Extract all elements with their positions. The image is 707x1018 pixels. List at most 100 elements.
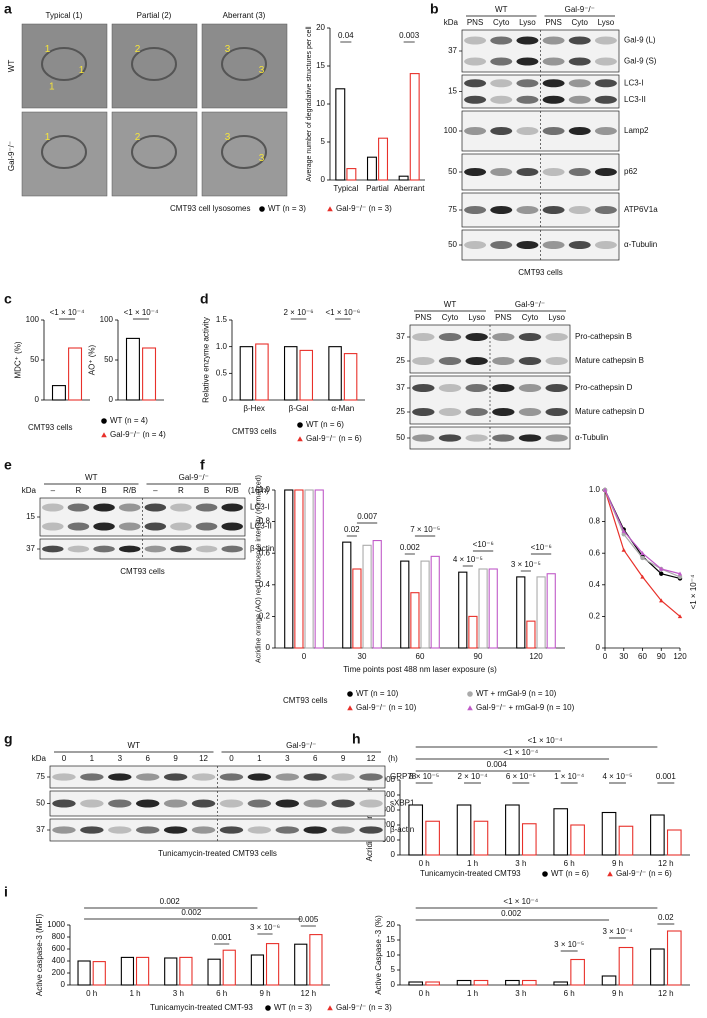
bar [505,804,520,856]
annotation: <10⁻⁶ [473,540,494,549]
band [412,434,435,442]
micrograph [111,111,198,197]
band [542,127,565,135]
y-axis-label: AO⁺ (%) [88,344,97,375]
y-tick-label: 1.5 [216,315,228,324]
column-label: Aberrant (3) [223,11,266,20]
band-label: LC3-I [250,503,270,512]
bar [309,934,323,986]
bar [179,956,193,986]
lane-label: PNS [415,313,431,322]
point [677,571,683,576]
x-tick-label: 0 h [86,989,97,998]
band [163,773,188,781]
annotation: 2 × 10⁻⁶ [284,308,314,317]
x-tick-label: 12 h [658,859,674,868]
lane-label: 9 [173,754,178,763]
band [542,79,565,88]
panel-letter: c [4,291,12,307]
y-tick-label: 20 [316,23,325,32]
bar [77,960,91,986]
band-label: ATP6V1a [624,205,658,214]
group-label: Gal-9⁻/⁻ [565,5,595,14]
y-tick-label: 1.0 [589,485,601,494]
bar [284,489,294,649]
y-axis-label: Acridine orange intensity [365,774,374,862]
band-label: Pro-cathepsin B [575,332,632,341]
bar [398,175,409,181]
band [118,545,141,553]
band [568,127,591,135]
marker-label: 100 [444,126,458,135]
band [135,773,160,781]
band [247,773,272,781]
bar [328,346,342,401]
band [331,826,355,834]
y-tick-label: 0.6 [259,548,271,557]
point [677,574,683,580]
marker-label: 50 [448,167,457,176]
bar [553,981,569,986]
bar [458,571,468,649]
band [542,95,565,104]
blot-caption: Tunicamycin-treated CMT93 cells [158,849,277,858]
y-tick-label: 1200 [377,820,395,829]
band-label: sXBP1 [390,799,415,808]
band-label: GRP78 [390,772,417,781]
band [135,799,160,808]
x-tick-label: 3 h [173,989,184,998]
organelle [131,47,177,81]
x-tick-label: 6 h [564,989,575,998]
y-tick-label: 0.2 [259,612,271,621]
band [568,241,591,249]
annotation: 3 × 10⁻⁴ [602,927,633,936]
band [93,503,115,512]
band [438,408,462,416]
band [568,95,591,104]
y-tick-label: 15 [386,935,395,944]
x-tick-label: 6 h [564,859,575,868]
annotation: 0.002 [181,908,202,917]
annotation: 4 × 10⁻⁵ [453,555,483,564]
band [93,522,115,531]
bar [570,824,585,856]
y-tick-label: 0 [35,395,40,404]
y-tick-label: 0 [391,850,396,859]
band [545,333,568,341]
x-tick-label: 30 [619,652,628,661]
x-tick-label: α-Man [331,404,354,413]
legend-marker [265,1005,271,1011]
legend-label: Gal-9⁻/⁻ (n = 3) [336,204,392,213]
annotation: 0.007 [357,512,378,521]
annotation: <10⁻⁶ [531,543,552,552]
y-tick-label: 0.8 [259,517,271,526]
annotation: 0.002 [501,909,522,918]
band [80,799,104,808]
y-tick-label: 100 [100,315,114,324]
band-label: Mature cathepsin B [575,356,644,365]
band [516,57,539,66]
band [93,545,115,553]
band [219,799,244,808]
band [490,95,513,104]
lane-label: Cyto [493,18,510,27]
x-tick-label: 9 h [612,989,623,998]
bar [456,804,472,856]
y-tick-label: 0 [223,395,228,404]
y-axis-label: Relative enzyme activity [202,317,211,403]
micrograph [201,23,288,109]
band [108,799,132,808]
annotation: 0.005 [298,915,319,924]
legend-marker [607,871,613,877]
band [464,127,487,135]
organelle [221,47,267,81]
x-tick-label: Partial [366,184,389,193]
bar [430,555,440,649]
y-tick-label: 0.4 [259,580,271,589]
x-tick-label: 1 h [467,859,478,868]
blot-caption: CMT93 cells [518,268,562,277]
legend-marker [542,871,548,877]
x-tick-label: 0 h [419,989,430,998]
marker-label: 15 [26,512,35,521]
y-tick-label: 200 [52,968,66,977]
